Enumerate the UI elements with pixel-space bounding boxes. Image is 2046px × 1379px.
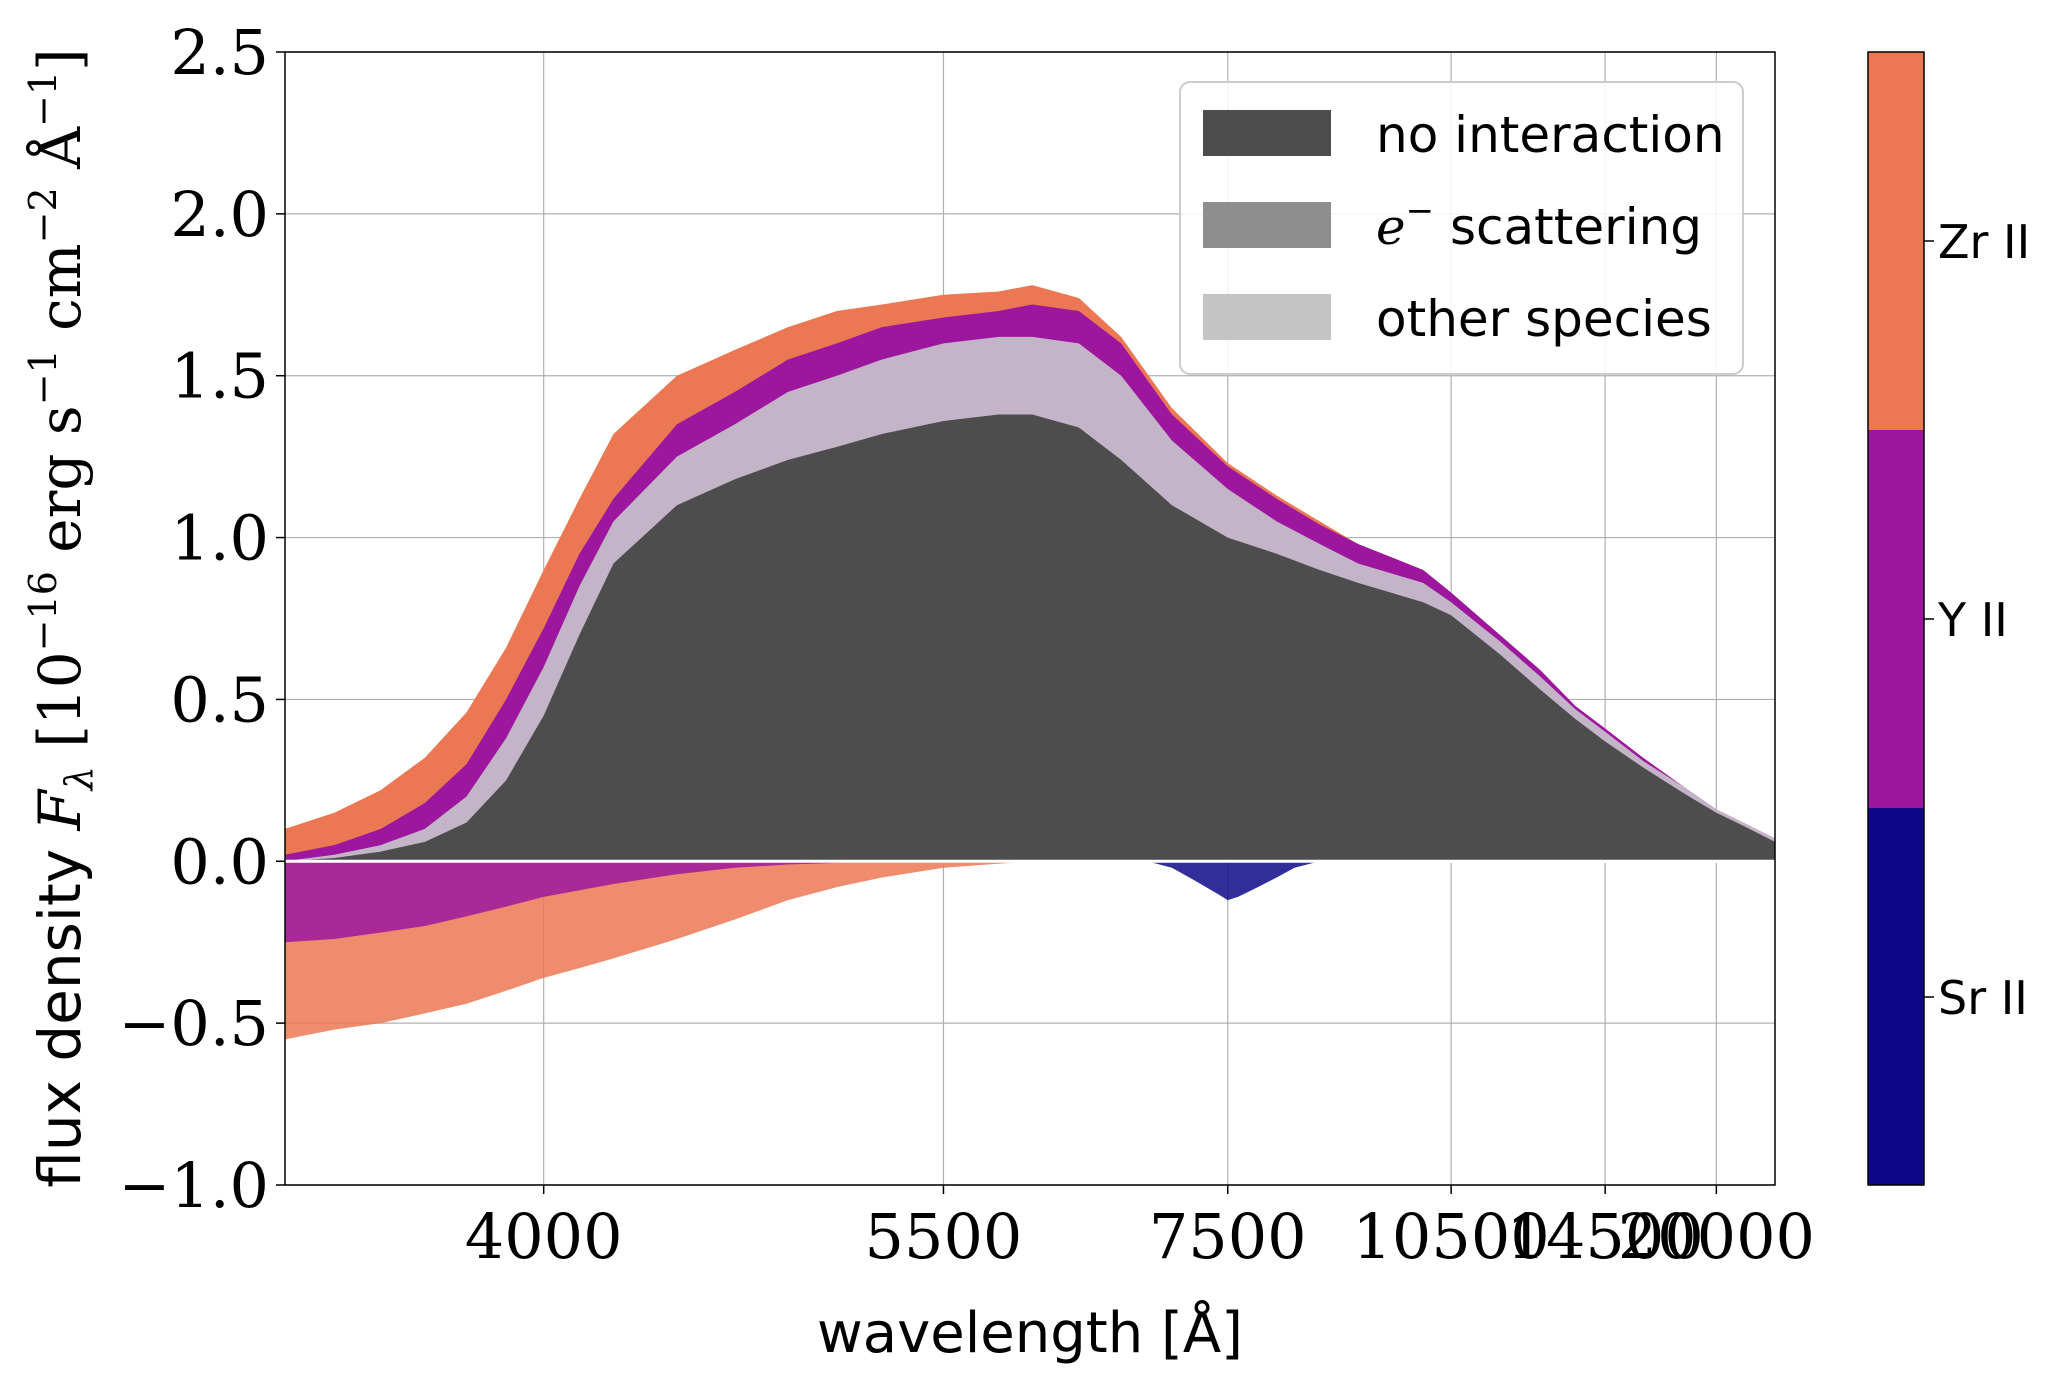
y-tick-label-3: 0.5 <box>170 663 269 736</box>
colorbar-segment-y-ii <box>1868 430 1924 808</box>
y-axis-label-units4: Å <box>26 126 94 187</box>
legend-label-no-interaction: no interaction <box>1376 106 1725 164</box>
y-axis-label-symbol-sub: λ <box>57 766 101 792</box>
y-tick-label-1: −0.5 <box>118 987 269 1060</box>
y-axis-label-units2: erg s <box>26 405 94 571</box>
y-axis-label-exp4: −1 <box>21 71 65 127</box>
legend: no interaction e− scattering other speci… <box>1179 81 1744 375</box>
legend-label-e: e <box>1376 198 1406 256</box>
y-tick-label-4: 1.0 <box>170 502 269 575</box>
legend-swatch-no-interaction <box>1203 110 1331 156</box>
colorbar-segment-zr-ii <box>1868 52 1924 430</box>
y-tick-label-0: −1.0 <box>118 1149 269 1222</box>
colorbar-label-sr-ii: Sr II <box>1938 971 2028 1025</box>
y-axis-label-exp3: −2 <box>21 187 65 243</box>
plot-frame <box>284 51 1776 1186</box>
data-areas <box>285 285 1775 1040</box>
area-y-ii-absorbed <box>285 861 882 943</box>
y-axis-label-units: [10 <box>26 651 94 766</box>
y-tick-label-5: 1.5 <box>170 340 269 413</box>
colorbar: Zr II Y II Sr II <box>1867 51 2030 1186</box>
y-axis-label-units5: ] <box>26 48 94 71</box>
x-tick-label-5: 20000 <box>1618 1200 1815 1273</box>
legend-swatch-e-scattering <box>1203 202 1331 248</box>
y-tick-label-2: 0.0 <box>170 825 269 898</box>
colorbar-label-zr-ii: Zr II <box>1938 215 2030 269</box>
x-tick-label-1: 5500 <box>865 1200 1023 1273</box>
legend-swatch-other-species <box>1203 294 1331 340</box>
y-axis-label: flux density Fλ [10−16 erg s−1 cm−2 Å−1] <box>21 48 101 1187</box>
y-axis-label-units3: cm <box>26 243 94 349</box>
legend-label-other-species: other species <box>1376 290 1712 348</box>
y-axis-label-exp1: −16 <box>21 571 65 651</box>
legend-label-scattering: scattering <box>1434 198 1702 256</box>
y-axis-label-symbol: F <box>26 789 94 832</box>
area-sr-ii-absorbed <box>1147 861 1320 901</box>
x-axis-label: wavelength [Å] <box>817 1300 1243 1366</box>
x-tick-label-4: 14500 <box>1507 1200 1704 1273</box>
svg-text:flux density Fλ [10−16 erg s−1: flux density Fλ [10−16 erg s−1 cm−2 Å−1] <box>21 48 101 1187</box>
legend-label-e-scattering: e− scattering <box>1376 191 1702 256</box>
x-tick-label-3: 10500 <box>1352 1200 1549 1273</box>
colorbar-segment-sr-ii <box>1868 808 1924 1185</box>
y-axis-label-exp2: −1 <box>21 349 65 405</box>
x-tick-label-2: 7500 <box>1149 1200 1307 1273</box>
colorbar-label-y-ii: Y II <box>1937 593 2008 647</box>
y-tick-label-6: 2.0 <box>170 178 269 251</box>
y-tick-label-7: 2.5 <box>170 16 269 89</box>
area-no-interaction <box>285 414 1775 862</box>
y-ticks: −1.0 −0.5 0.0 0.5 1.0 1.5 2.0 2.5 <box>118 16 285 1222</box>
x-tick-label-0: 4000 <box>465 1200 623 1273</box>
legend-label-e-sup: − <box>1406 191 1435 231</box>
y-axis-label-prefix: flux density <box>26 831 94 1188</box>
